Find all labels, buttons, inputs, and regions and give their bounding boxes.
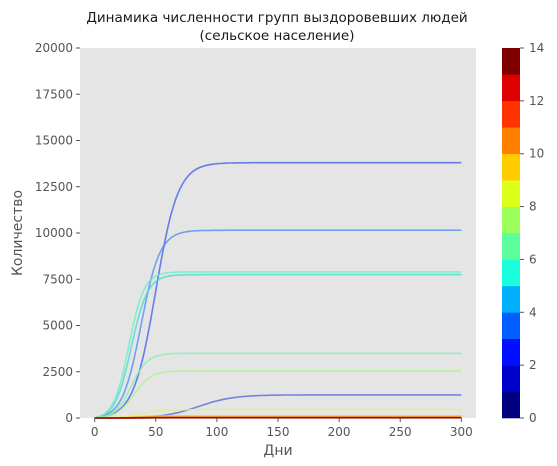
colorbar-segment — [502, 180, 520, 207]
y-tick-label: 12500 — [35, 180, 73, 194]
x-tick-label: 50 — [148, 425, 163, 439]
y-tick-label: 10000 — [35, 226, 73, 240]
colorbar-tick-label: 10 — [529, 147, 544, 161]
colorbar-tick-label: 14 — [529, 41, 544, 55]
colorbar-ticks: 0 2 4 6 8 10 12 14 — [520, 41, 544, 425]
y-tick-label: 7500 — [42, 272, 73, 286]
series-layer — [94, 161, 462, 419]
series-line-group-5 — [94, 229, 462, 419]
colorbar-segment — [502, 312, 520, 340]
y-tick-label: 2500 — [42, 365, 73, 379]
colorbar-segment — [502, 100, 520, 128]
series-line-group-6 — [94, 273, 462, 419]
y-tick-label: 17500 — [35, 87, 73, 101]
colorbar-segment — [502, 127, 520, 155]
series-line-group-4 — [94, 161, 462, 419]
x-axis-label: Дни — [263, 443, 292, 459]
y-tick-label: 0 — [65, 411, 73, 425]
series-line-group-10 — [94, 408, 462, 419]
x-tick-label: 150 — [267, 425, 290, 439]
colorbar-segment — [502, 233, 520, 260]
colorbar-segment — [502, 206, 520, 234]
colorbar-segment — [502, 153, 520, 181]
x-tick-label: 100 — [205, 425, 228, 439]
colorbar-segment — [502, 259, 520, 287]
plot-area — [80, 48, 476, 418]
series-line-group-7 — [94, 271, 462, 419]
chart-subtitle: (сельское население) — [200, 28, 355, 44]
y-axis-ticks: 0 2500 5000 7500 10000 12500 15000 17500 20000 — [35, 41, 80, 425]
y-axis-label: Количество — [10, 190, 26, 276]
x-tick-label: 200 — [328, 425, 351, 439]
y-tick-label: 20000 — [35, 41, 73, 55]
colorbar-segment — [502, 48, 520, 75]
colorbar-segment — [502, 391, 520, 419]
colorbar-tick-label: 0 — [529, 411, 537, 425]
x-tick-label: 0 — [91, 425, 99, 439]
colorbar-tick-label: 4 — [529, 305, 537, 319]
chart-title: Динамика численности групп выздоровевших… — [86, 10, 467, 26]
colorbar-segment — [502, 338, 520, 366]
y-tick-label: 5000 — [42, 319, 73, 333]
colorbar-tick-label: 2 — [529, 358, 537, 372]
colorbar-segment — [502, 285, 520, 313]
series-line-group-9 — [94, 369, 462, 419]
colorbar-tick-label: 6 — [529, 252, 537, 266]
colorbar-tick-label: 12 — [529, 94, 544, 108]
y-tick-label: 15000 — [35, 134, 73, 148]
series-line-group-11 — [94, 414, 462, 419]
x-tick-label: 300 — [450, 425, 473, 439]
colorbar-segment — [502, 365, 520, 392]
x-axis-ticks: 0 50 100 150 200 250 300 — [91, 418, 473, 439]
colorbar-segment — [502, 74, 520, 102]
x-tick-label: 250 — [389, 425, 412, 439]
series-line-group-8 — [94, 352, 462, 419]
colorbar — [502, 48, 520, 419]
colorbar-tick-label: 8 — [529, 200, 537, 214]
